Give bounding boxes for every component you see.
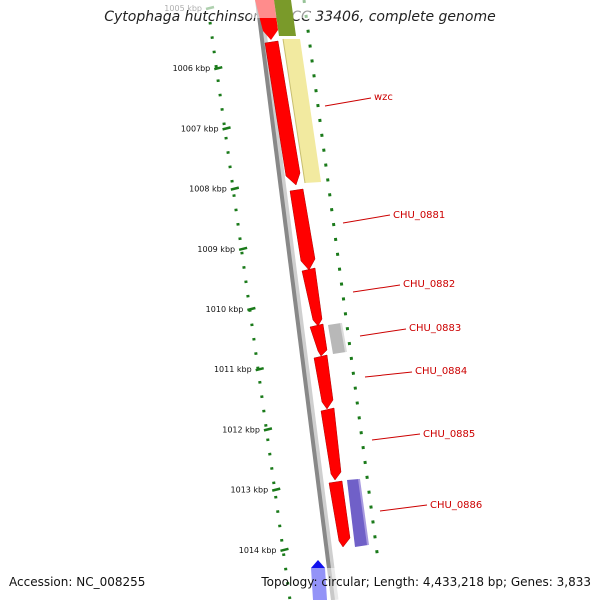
leader-wzc: [324, 97, 372, 107]
topology-text: Topology: circular; Length: 4,433,218 bp…: [261, 575, 591, 589]
scale-tick: [271, 487, 281, 492]
scale-tick: [213, 65, 223, 71]
scale-tick: [238, 246, 248, 252]
scale-tick-label: 1007 kbp: [181, 124, 219, 133]
gene-label-chu0885: CHU_0885: [423, 429, 475, 440]
leader-chu0883: [359, 328, 407, 337]
scale-tick-label: 1009 kbp: [197, 245, 235, 254]
olive-feature: [274, 0, 296, 36]
leader-chu0884: [364, 371, 413, 378]
gene-label-chu0886: CHU_0886: [430, 500, 482, 511]
leader-chu0886: [379, 504, 428, 512]
scale-tick: [247, 306, 256, 312]
scale-tick: [230, 186, 240, 191]
leader-chu0881: [342, 214, 391, 224]
scale-tick: [205, 5, 215, 11]
scale-tick-label: 1012 kbp: [222, 425, 260, 434]
cds-arrow-1: [264, 40, 301, 186]
scale-tick-label: 1014 kbp: [239, 546, 277, 555]
scale-tick: [255, 366, 264, 372]
gene-label-chu0884: CHU_0884: [415, 366, 467, 377]
leader-chu0885: [371, 433, 421, 441]
cds-arrow-7: [328, 480, 351, 548]
scale-tick-label: 1011 kbp: [214, 365, 252, 374]
cds-arrow-2: [289, 188, 316, 271]
scale-tick-label: 1013 kbp: [231, 486, 269, 495]
cds-arrow-3: [301, 267, 323, 327]
purple-feature-edge: [358, 478, 369, 546]
grey-feature-edge: [340, 322, 347, 353]
accession-text: Accession: NC_008255: [9, 575, 146, 589]
scale-tick-label: 1008 kbp: [189, 185, 227, 194]
backbone-line: [255, 0, 335, 600]
scale-ticks: 1005 kbp 1006 kbp 1007 kbp 1008 kbp 1009 kbp…: [164, 4, 289, 555]
scale-tick: [222, 126, 231, 131]
yellow-feature-edge: [282, 38, 306, 184]
gene-label-wzc: wzc: [374, 92, 393, 103]
bottom-fade: [300, 568, 340, 600]
scale-tick-label: 1006 kbp: [173, 64, 211, 73]
cds-arrow-4: [309, 323, 328, 357]
cds-arrow-5: [313, 354, 334, 410]
scale-tick: [263, 427, 273, 432]
gene-label-chu0882: CHU_0882: [403, 279, 455, 290]
purple-feature: [347, 479, 368, 547]
gene-label-chu0883: CHU_0883: [409, 323, 461, 334]
yellow-feature-wzc: [283, 39, 321, 183]
gene-label-chu0881: CHU_0881: [393, 210, 445, 221]
scale-tick: [280, 547, 289, 553]
scale-tick-label: 1005 kbp: [164, 4, 202, 13]
cds-arrow-6: [320, 407, 342, 481]
leader-chu0882: [352, 284, 401, 293]
scale-ring: [208, 21, 292, 600]
scale-tick-label: 1010 kbp: [206, 305, 244, 314]
